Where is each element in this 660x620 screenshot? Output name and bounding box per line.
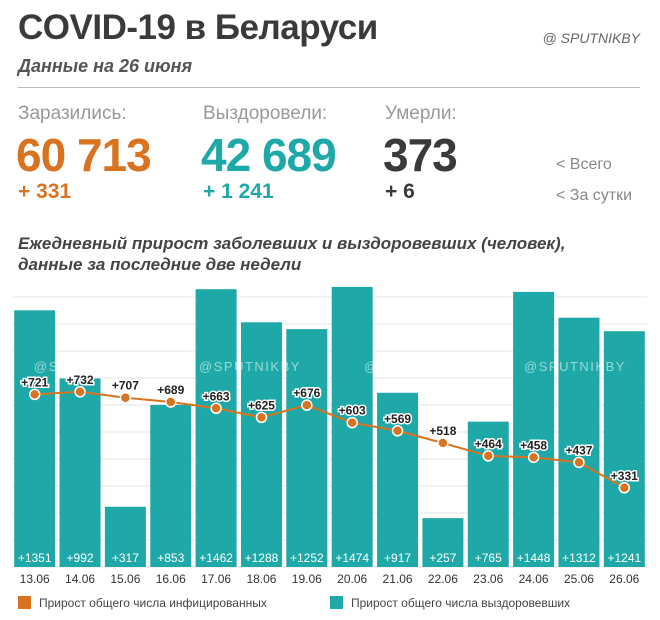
watermark-label: @SPUTNIKBY [34, 359, 136, 374]
infected-point [301, 399, 313, 411]
infected-label: Заразились: [18, 103, 127, 124]
died-delta: + 6 [385, 180, 415, 203]
x-tick-label: 23.06 [473, 572, 503, 586]
recovered-bar-label: +1474 [335, 551, 369, 565]
legend-daily-note: < За сутки [556, 187, 633, 204]
recovered-bar [195, 289, 237, 567]
recovered-bar-label: +765 [475, 551, 502, 565]
infected-point-label: +689 [157, 383, 184, 397]
recovered-bar-label: +1241 [607, 551, 641, 565]
infected-line [34, 390, 625, 489]
recovered-bar [286, 329, 328, 567]
recovered-bar [377, 392, 419, 567]
header-divider [18, 87, 640, 88]
x-tick-label: 16.06 [156, 572, 186, 586]
infected-point-label: +603 [339, 404, 366, 418]
watermark-label: @SPUTNIKBY [364, 359, 466, 374]
infected-point [165, 396, 177, 408]
legend-recovered-label: Прирост общего числа выздоровевших [351, 596, 571, 610]
x-tick-label: 20.06 [337, 572, 367, 586]
x-tick-label: 25.06 [564, 572, 594, 586]
recovered-bar [603, 331, 645, 567]
legend-total-note: < Всего [556, 156, 612, 173]
infected-point [391, 425, 404, 437]
infected-point-label: +518 [429, 424, 456, 438]
recovered-bar-label: +1462 [199, 551, 233, 565]
infected-point-label: +569 [384, 412, 411, 426]
date-subtitle: Данные на 26 июня [18, 56, 193, 76]
x-tick-label: 18.06 [246, 572, 276, 586]
recovered-bar [422, 518, 464, 567]
infected-point-label: +663 [203, 389, 230, 403]
infected-total: 60 713 [16, 129, 152, 181]
infected-point-label: +676 [293, 386, 320, 400]
infected-point-label: +437 [565, 443, 592, 457]
recovered-bar-label: +257 [429, 551, 456, 565]
legend-infected: Прирост общего числа инфицированных [18, 596, 267, 610]
x-tick-label: 15.06 [110, 572, 140, 586]
infected-point [346, 416, 358, 429]
infected-point [482, 450, 494, 462]
x-tick-label: 19.06 [292, 572, 322, 586]
recovered-bar [513, 291, 555, 567]
legend-recovered-swatch [330, 596, 343, 609]
infected-point [210, 402, 222, 415]
x-tick-label: 14.06 [65, 572, 95, 586]
recovered-bar [150, 404, 192, 567]
x-tick-label: 21.06 [383, 572, 413, 586]
chart-title: Ежедневный прирост заболевших и выздоров… [18, 234, 566, 274]
x-tick-label: 22.06 [428, 572, 458, 586]
recovered-bar-label: +853 [157, 551, 184, 565]
legend-infected-swatch [18, 596, 31, 609]
died-total: 373 [383, 129, 458, 181]
recovered-bar-label: +1312 [562, 551, 596, 565]
infected-point-label: +732 [67, 373, 94, 387]
x-tick-label: 17.06 [201, 572, 231, 586]
recovered-delta: + 1 241 [203, 180, 274, 203]
infected-point [618, 482, 631, 494]
infected-point-label: +458 [520, 438, 547, 452]
recovered-label: Выздоровели: [203, 103, 328, 124]
recovered-bar-label: +992 [67, 551, 94, 565]
recovered-bar-label: +1448 [517, 551, 551, 565]
infected-point-label: +707 [112, 379, 139, 393]
recovered-bar [467, 421, 509, 567]
recovered-bar [104, 506, 146, 567]
brand-label: @ SPUTNIKBY [542, 30, 640, 46]
recovered-bar-label: +1288 [245, 551, 279, 565]
infected-point [74, 386, 86, 398]
infected-delta: + 331 [18, 180, 72, 203]
x-tick-label: 13.06 [20, 572, 50, 586]
legend-infected-label: Прирост общего числа инфицированных [39, 596, 267, 610]
x-tick-label: 26.06 [609, 572, 639, 586]
infected-point [527, 451, 540, 464]
recovered-bar [558, 317, 600, 567]
daily-growth-chart: @SPUTNIKBY @SPUTNIKBY @SPUTNIKBY @SPUTNIKBY… [12, 286, 647, 586]
page-title: COVID-19 в Беларуси [18, 8, 378, 47]
recovered-bar [240, 322, 282, 567]
recovered-total: 42 689 [201, 129, 337, 181]
watermark-label: @SPUTNIKBY [524, 359, 626, 374]
recovered-bar-label: +317 [112, 551, 139, 565]
watermark-label: @SPUTNIKBY [199, 359, 301, 374]
infected-point-label: +721 [21, 375, 48, 389]
recovered-bar-label: +1252 [290, 551, 324, 565]
died-label: Умерли: [385, 103, 457, 124]
recovered-bar-label: +1351 [18, 551, 52, 565]
recovered-bar [14, 310, 56, 567]
infected-point [437, 437, 449, 449]
infected-point [28, 388, 41, 401]
infected-point-label: +464 [475, 437, 502, 451]
recovered-bar-label: +917 [384, 551, 411, 565]
recovered-bar [59, 378, 101, 567]
legend-recovered: Прирост общего числа выздоровевших [330, 596, 570, 610]
infected-point [255, 411, 268, 424]
x-tick-label: 24.06 [519, 572, 549, 586]
infected-point-label: +331 [611, 469, 638, 483]
infected-point-label: +625 [248, 398, 275, 412]
infected-point [119, 391, 132, 404]
infected-point [573, 456, 585, 469]
